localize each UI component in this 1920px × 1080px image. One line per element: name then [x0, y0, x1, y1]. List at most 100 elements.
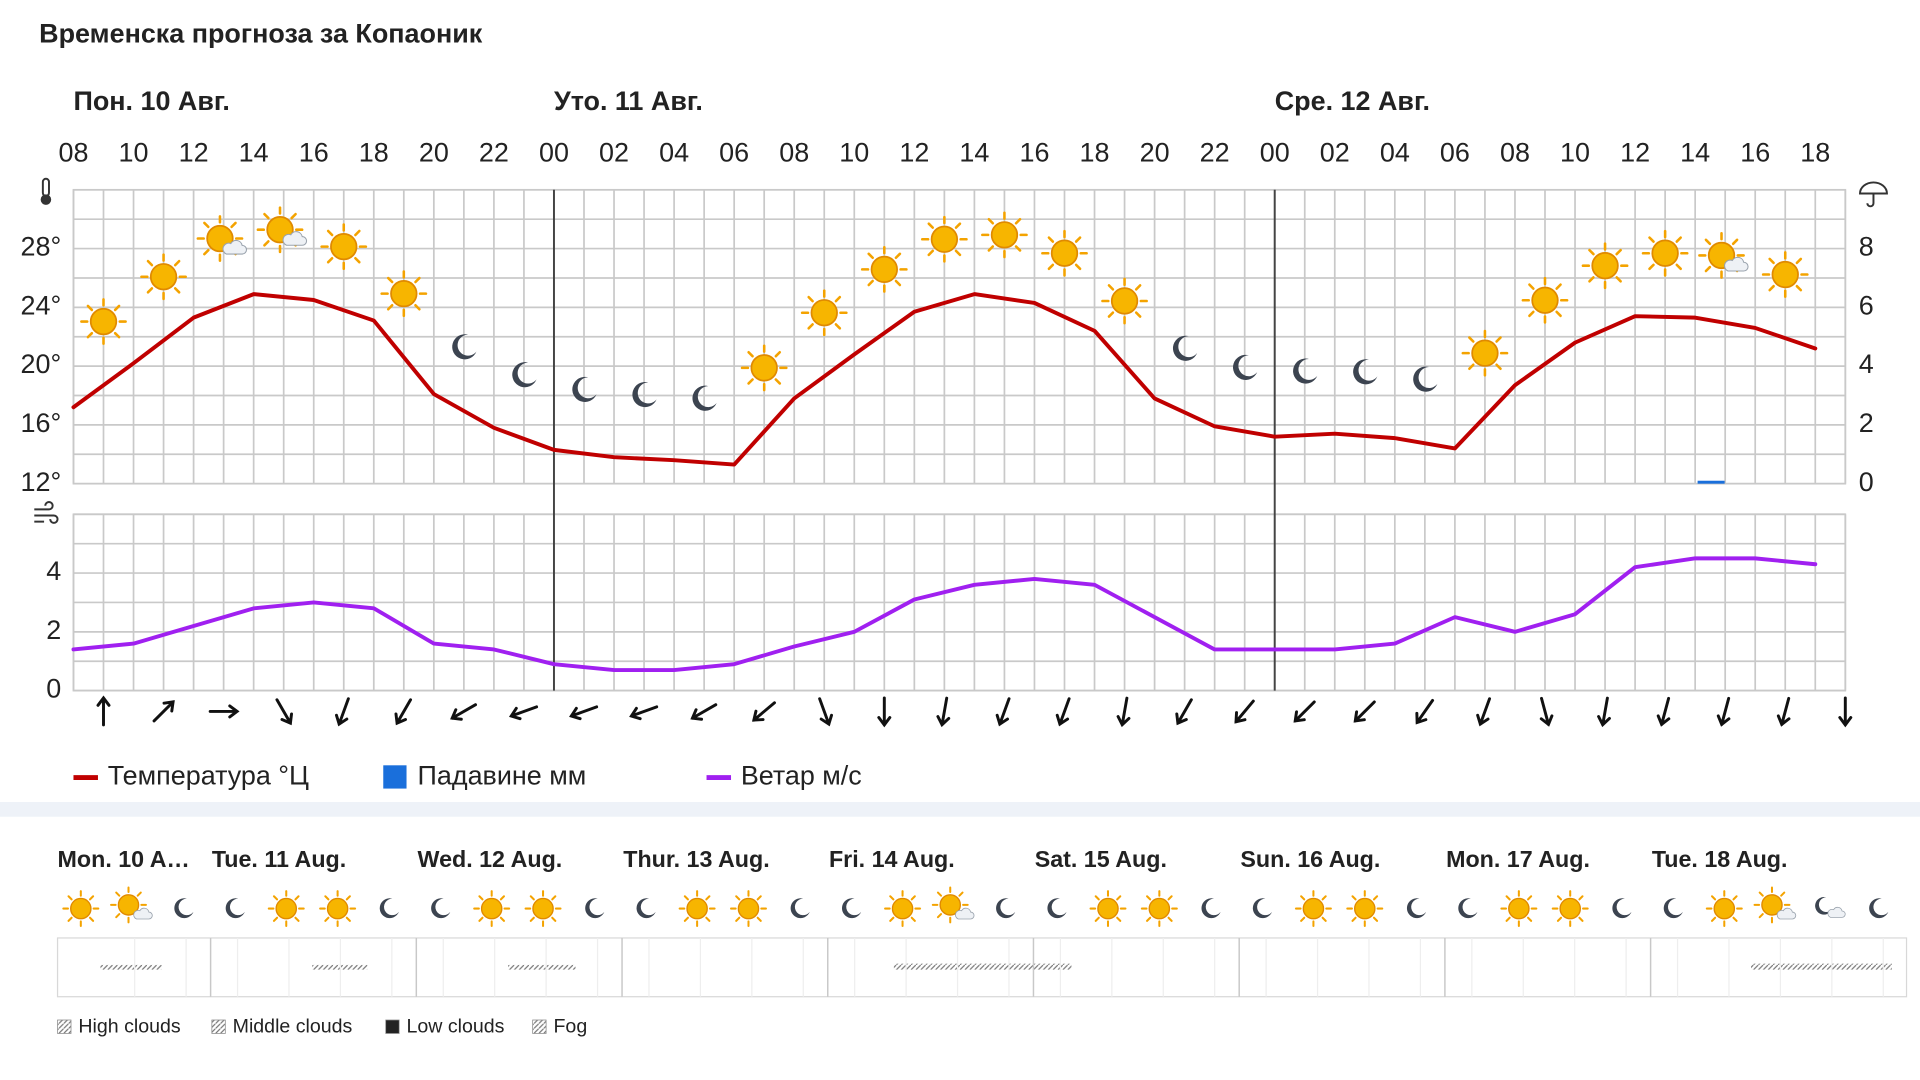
- icon-part: [431, 898, 451, 919]
- x-tick-label: 02: [599, 137, 629, 167]
- wind-arrow: [751, 701, 776, 722]
- icon-part: [1201, 898, 1221, 919]
- overview-icon: [62, 890, 100, 928]
- icon-part: [1406, 898, 1427, 919]
- overview-icon: [225, 898, 245, 919]
- wind-icon: [34, 501, 59, 524]
- overview-icon: [931, 886, 975, 924]
- arrow-shape: [690, 703, 718, 721]
- cloud-legend-label: Middle clouds: [233, 1016, 353, 1038]
- arrow-shape: [1415, 698, 1435, 725]
- x-tick-label: 18: [1080, 137, 1110, 167]
- icon-part: [860, 246, 908, 293]
- arrow-shape: [569, 705, 599, 721]
- arrow-shape: [1597, 696, 1611, 728]
- day-header: Сре. 12 Авг.: [1275, 86, 1430, 116]
- weather-icon: [380, 270, 428, 318]
- x-tick-label: 14: [239, 137, 269, 167]
- arrow-shape: [1175, 698, 1193, 726]
- wind-arrow: [690, 703, 718, 721]
- x-tick-label: 22: [1200, 137, 1230, 167]
- weather-icon: [1521, 276, 1569, 324]
- wind-arrow: [1055, 697, 1071, 727]
- overview-day: Wed. 12 Aug.: [418, 846, 563, 872]
- overview-icon: [1815, 896, 1846, 918]
- overview-icon: [1551, 890, 1589, 928]
- x-tick-label: 16: [1740, 137, 1770, 167]
- x-tick-label: 18: [359, 137, 389, 167]
- wind-arrow: [1353, 700, 1376, 723]
- cloud-legend-label: Low clouds: [407, 1016, 505, 1038]
- cloud-legend-label: High clouds: [78, 1016, 181, 1038]
- wind-arrow: [1234, 699, 1255, 724]
- icon-part: [225, 898, 245, 919]
- icon-part: [1461, 329, 1509, 377]
- x-tick-label: 14: [1680, 137, 1710, 167]
- wind-arrow: [1776, 696, 1791, 727]
- icon-part: [1581, 242, 1629, 290]
- weather-icon: [800, 289, 848, 337]
- arrow-shape: [1716, 696, 1731, 727]
- wind-arrow: [877, 696, 892, 728]
- weather-icon: [256, 206, 308, 254]
- weather-icon: [320, 223, 368, 270]
- wind-arrow: [1597, 696, 1611, 728]
- overview-icon: [1458, 898, 1478, 919]
- overview-icon: [1294, 890, 1332, 928]
- overview-day: Fri. 14 Aug.: [829, 846, 955, 872]
- icon-part: [380, 270, 428, 318]
- icon-part: [1294, 890, 1332, 928]
- overview-icon: [1089, 890, 1127, 928]
- icon-part: [1140, 890, 1178, 928]
- icon-part: [1101, 277, 1148, 325]
- x-tick-label: 06: [719, 137, 749, 167]
- y2-tick-label: 6: [1859, 290, 1874, 320]
- x-tick-label: 12: [179, 137, 209, 167]
- overview-icon: [379, 898, 399, 919]
- wind-arrow: [818, 697, 833, 727]
- cloud-legend-swatch: [532, 1019, 547, 1034]
- overview-icon: [1201, 898, 1221, 919]
- icon-part: [740, 344, 788, 392]
- overview-icon: [319, 890, 357, 928]
- wind-arrow: [629, 705, 659, 721]
- weather-icon: [981, 211, 1028, 259]
- icon-part: [841, 898, 862, 919]
- x-tick-label: 10: [119, 137, 149, 167]
- arrow-shape: [1776, 696, 1791, 727]
- arrow-shape: [751, 701, 776, 722]
- x-tick-label: 08: [779, 137, 809, 167]
- legend-label: Температура °Ц: [108, 761, 309, 791]
- icon-part: [981, 211, 1028, 259]
- overview-icon: [1346, 890, 1384, 928]
- cloud-legend-swatch: [211, 1019, 226, 1034]
- icon-part: [730, 890, 767, 928]
- legend-swatch: [383, 765, 407, 789]
- icon-part: [1089, 890, 1127, 928]
- icon-part: [140, 253, 187, 301]
- wind-arrow: [450, 703, 478, 721]
- icon-part: [1500, 890, 1538, 928]
- arrow-shape: [208, 704, 240, 719]
- y-tick-label: 16°: [21, 408, 62, 438]
- icon-part: [319, 890, 357, 928]
- icon-part: [1612, 898, 1632, 919]
- wind-arrow: [569, 705, 599, 721]
- overview-day: Tue. 11 Aug.: [212, 846, 346, 872]
- day-header: Пон. 10 Авг.: [73, 86, 229, 116]
- icon-part: [1761, 251, 1809, 298]
- y-tick-label: 12°: [21, 467, 62, 497]
- icon-part: [1869, 898, 1889, 919]
- overview-icon: [1753, 886, 1797, 924]
- day-header: Уто. 11 Авг.: [554, 86, 703, 116]
- overview-icon: [790, 898, 810, 919]
- x-tick-label: 14: [959, 137, 989, 167]
- wind-arrow: [1116, 696, 1131, 728]
- arrow-shape: [1234, 699, 1255, 724]
- icon-part: [267, 890, 305, 928]
- precip-bar: [1697, 480, 1725, 484]
- x-tick-label: 02: [1320, 137, 1350, 167]
- overview-day: Sun. 16 Aug.: [1240, 846, 1380, 872]
- y-tick-label: 24°: [21, 290, 62, 320]
- weather-icon: [196, 215, 248, 262]
